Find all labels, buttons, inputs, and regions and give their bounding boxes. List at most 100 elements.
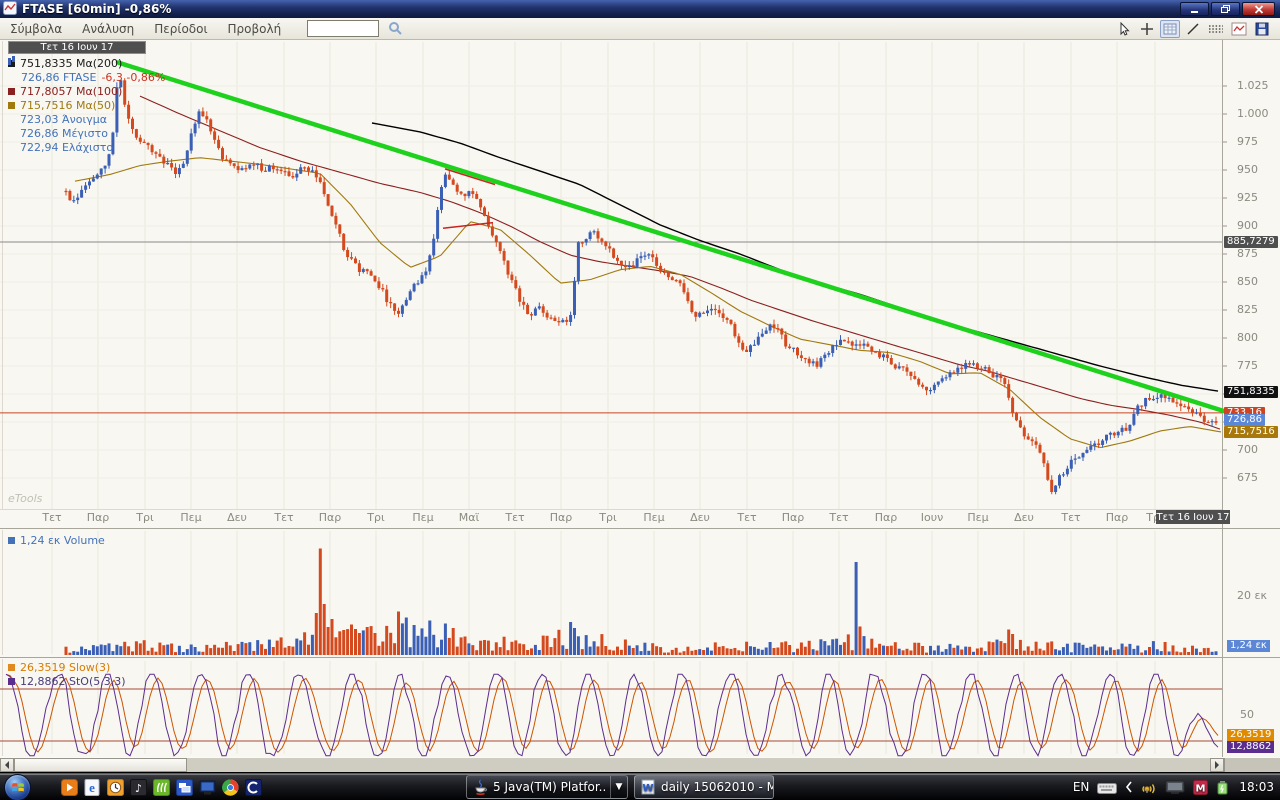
m-icon[interactable]: M	[1193, 779, 1209, 795]
taskbar-clock[interactable]: 18:03	[1239, 780, 1274, 794]
cursor-date-chip: Τετ 16 Ιουν 17	[8, 41, 146, 54]
indicator-swatch	[8, 101, 15, 109]
chart-type-tool[interactable]	[1229, 20, 1249, 38]
price-badge: 726,86	[1224, 413, 1265, 426]
stochastic-value-badge: 12,8862	[1227, 741, 1275, 754]
menu-items: Σύμβολα Ανάλυση Περίοδοι Προβολή	[0, 18, 291, 39]
menu-item-3[interactable]: Περίοδοι	[154, 21, 208, 36]
close-button[interactable]	[1242, 2, 1275, 16]
menu-item-1[interactable]: Σύμβολα	[10, 21, 63, 36]
power-icon[interactable]	[1216, 780, 1231, 795]
time-tick-label: Παρ	[318, 511, 342, 524]
clock-icon[interactable]	[107, 778, 125, 796]
chrome-icon[interactable]	[222, 778, 240, 796]
price-tick-label: 975	[1237, 135, 1258, 148]
stochastic-panel[interactable]: 26,3519 Slow(3) 12,8862 StO(5,3,3) 50 26,…	[0, 657, 1280, 758]
horizontal-scrollbar[interactable]	[0, 757, 1280, 772]
legend-text: 726,86 FTASE	[21, 70, 97, 84]
price-chart-panel[interactable]: Τετ 16 Ιουν 17 751,8335 Μα(200) 726,86 FT…	[0, 40, 1280, 528]
time-tick-label: Πεμ	[967, 511, 989, 524]
window-title: FTASE [60min] -0,86%	[22, 2, 172, 16]
system-tray: EN M 18:03	[1073, 773, 1274, 800]
price-badge: 715,7516	[1224, 426, 1278, 439]
trendline-tool[interactable]	[1183, 20, 1203, 38]
price-tick-label: 700	[1237, 443, 1258, 456]
stochastic-legend: 26,3519 Slow(3) 12,8862 StO(5,3,3)	[8, 660, 126, 688]
winamp-icon[interactable]	[153, 778, 171, 796]
legend-row: 717,8057 Μα(100)	[8, 84, 165, 98]
time-tick-label: Παρ	[549, 511, 573, 524]
menu-item-4[interactable]: Προβολή	[227, 21, 282, 36]
task-group-dropdown[interactable]: ▼	[610, 776, 627, 798]
keyboard-icon[interactable]	[1097, 781, 1118, 794]
time-tick-label: Παρ	[1105, 511, 1129, 524]
stochastic-legend-row: 26,3519 Slow(3)	[8, 660, 126, 674]
stochastic-value-badge: 26,3519	[1227, 729, 1275, 742]
music-player-icon[interactable]: ♪	[130, 778, 148, 796]
symbol-input[interactable]	[307, 20, 380, 37]
time-tick-label: Πεμ	[412, 511, 434, 524]
volume-panel[interactable]: 1,24 εκ Volume 20 εκ 1,24 εκ	[0, 528, 1280, 658]
quick-launch-bar: e ♪	[58, 778, 265, 796]
price-tick-label: 775	[1237, 359, 1258, 372]
wireless-icon[interactable]	[1141, 780, 1157, 794]
grid-tool[interactable]	[1160, 19, 1180, 38]
legend-spacer	[8, 130, 15, 137]
volume-value-badge: 1,24 εκ	[1227, 640, 1270, 652]
start-button[interactable]	[4, 773, 31, 800]
volume-axis-label: 20 εκ	[1237, 589, 1267, 602]
display-tray-icon[interactable]	[1165, 780, 1185, 794]
svg-text:e: e	[89, 780, 95, 795]
scrollbar-thumb[interactable]	[14, 758, 187, 772]
task-button-1[interactable]: 5 Java(TM) Platfor... ▼	[466, 775, 628, 799]
time-tick-label: Πεμ	[643, 511, 665, 524]
price-tick-label: 825	[1237, 303, 1258, 316]
time-axis-date-badge: Τετ 16 Ιουν 17	[1156, 510, 1230, 524]
indicator-swatch	[8, 663, 15, 671]
app-icon	[3, 0, 17, 18]
restore-button[interactable]	[1211, 2, 1240, 16]
scroll-left-arrow[interactable]	[0, 758, 14, 772]
legend-row: 722,94 Ελάχιστο	[8, 140, 165, 154]
task-button-label: daily 15062010 - Mic...	[661, 780, 773, 794]
price-tick-label: 875	[1237, 247, 1258, 260]
dotted-line-tool[interactable]	[1206, 20, 1226, 38]
media-player-icon[interactable]	[61, 778, 79, 796]
display-icon[interactable]	[199, 778, 217, 796]
volume-legend: 1,24 εκ Volume	[8, 534, 105, 547]
time-tick-label: Τρι	[599, 511, 617, 524]
menu-item-2[interactable]: Ανάλυση	[82, 21, 135, 36]
internet-explorer-icon[interactable]: e	[84, 778, 102, 796]
candle-swatch-icon	[8, 56, 16, 81]
scroll-right-arrow[interactable]	[1210, 758, 1224, 772]
legend-row: 751,8335 Μα(200)	[8, 56, 165, 70]
minimize-button[interactable]	[1180, 2, 1209, 16]
price-tick-label: 850	[1237, 275, 1258, 288]
legend-text: 12,8862 StO(5,3,3)	[20, 674, 126, 688]
remote-desktop-icon[interactable]	[176, 778, 194, 796]
stochastic-chart-svg	[0, 658, 1223, 758]
price-tick-label: 925	[1237, 191, 1258, 204]
svg-text:W: W	[642, 783, 653, 794]
save-tool[interactable]	[1252, 20, 1272, 38]
time-tick-label: Παρ	[781, 511, 805, 524]
time-tick-label: Τετ	[505, 511, 525, 524]
legend-text: 726,86 Μέγιστο	[20, 126, 108, 140]
java-icon	[473, 779, 488, 795]
language-indicator[interactable]: EN	[1072, 780, 1090, 794]
chevron-left-icon[interactable]	[1125, 781, 1133, 793]
legend-row: 726,86 Μέγιστο	[8, 126, 165, 140]
crystal-c-icon[interactable]	[245, 778, 263, 796]
legend-row: 726,86 FTASE -6,3 -0,86%	[8, 56, 165, 84]
price-badge: 751,8335	[1224, 385, 1278, 398]
scrollbar-corner	[1224, 758, 1280, 772]
legend-row: 723,03 Άνοιγμα	[8, 112, 165, 126]
legend-text: 723,03 Άνοιγμα	[20, 112, 107, 126]
word-icon: W	[641, 779, 656, 795]
search-icon[interactable]	[388, 21, 403, 36]
crosshair-tool[interactable]	[1137, 20, 1157, 38]
time-tick-label: Δευ	[227, 511, 247, 524]
pointer-tool[interactable]	[1114, 20, 1134, 38]
